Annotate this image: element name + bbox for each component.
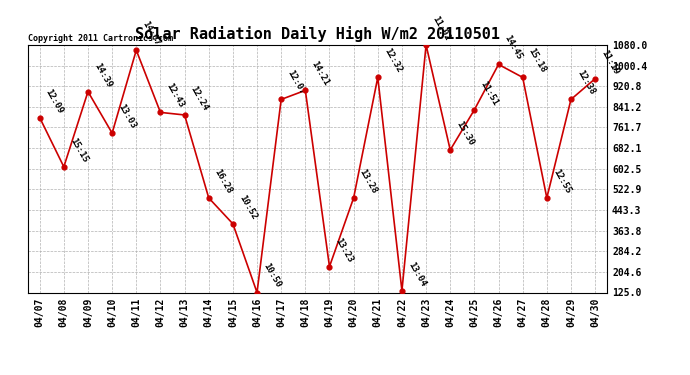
Text: 11:51: 11:51: [479, 79, 500, 107]
Text: 12:55: 12:55: [551, 167, 572, 195]
Point: [493, 62, 504, 68]
Point: [251, 290, 262, 296]
Point: [541, 195, 552, 201]
Text: 12:38: 12:38: [575, 69, 596, 97]
Point: [518, 74, 529, 80]
Text: 14:39: 14:39: [92, 61, 113, 89]
Text: 14:21: 14:21: [310, 60, 331, 88]
Title: Solar Radiation Daily High W/m2 20110501: Solar Radiation Daily High W/m2 20110501: [135, 27, 500, 42]
Point: [373, 74, 384, 80]
Text: 13:23: 13:23: [334, 236, 355, 264]
Text: 15:15: 15:15: [68, 136, 89, 164]
Point: [396, 288, 407, 294]
Point: [106, 130, 117, 136]
Text: 16:28: 16:28: [213, 167, 234, 195]
Point: [299, 87, 310, 93]
Text: 14:45: 14:45: [503, 34, 524, 62]
Point: [203, 195, 214, 201]
Point: [130, 47, 142, 53]
Text: 12:24: 12:24: [189, 84, 210, 112]
Point: [565, 96, 576, 102]
Point: [420, 42, 432, 48]
Point: [58, 164, 69, 170]
Text: 13:04: 13:04: [406, 260, 427, 288]
Text: 15:18: 15:18: [527, 47, 548, 75]
Point: [179, 112, 190, 118]
Point: [276, 96, 287, 102]
Point: [324, 264, 335, 270]
Point: [348, 195, 359, 201]
Text: 10:50: 10:50: [262, 262, 282, 290]
Text: 12:07: 12:07: [286, 69, 306, 97]
Point: [589, 76, 600, 82]
Point: [469, 107, 480, 113]
Point: [155, 110, 166, 116]
Text: 10:52: 10:52: [237, 193, 258, 221]
Point: [444, 147, 455, 153]
Text: 15:30: 15:30: [455, 119, 475, 147]
Text: 12:09: 12:09: [44, 87, 65, 115]
Point: [83, 88, 94, 94]
Text: 14:07: 14:07: [141, 20, 161, 47]
Text: 12:32: 12:32: [382, 47, 403, 75]
Point: [228, 221, 239, 227]
Point: [34, 115, 46, 121]
Text: 13:03: 13:03: [117, 103, 137, 130]
Text: 11:19: 11:19: [600, 48, 620, 76]
Text: 13:28: 13:28: [358, 167, 379, 195]
Text: 11:02: 11:02: [431, 15, 451, 42]
Text: Copyright 2011 Cartronics.com: Copyright 2011 Cartronics.com: [28, 33, 172, 42]
Text: 12:43: 12:43: [165, 82, 186, 110]
